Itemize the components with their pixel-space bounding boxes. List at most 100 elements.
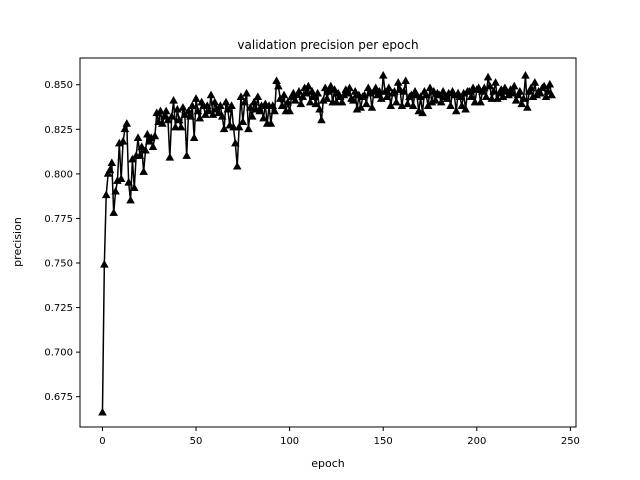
data-point — [521, 71, 530, 79]
y-axis-label: precision — [11, 217, 24, 267]
data-point — [109, 208, 118, 216]
y-tick-label: 0.700 — [44, 348, 73, 359]
data-point — [101, 190, 111, 199]
data-point — [305, 97, 315, 106]
data-point — [543, 87, 553, 95]
data-point — [188, 101, 197, 109]
data-point — [150, 131, 160, 140]
data-point — [545, 79, 555, 88]
data-point — [337, 97, 347, 106]
data-point — [523, 103, 532, 111]
data-point — [189, 133, 199, 142]
data-point — [137, 142, 147, 150]
data-point — [124, 177, 133, 186]
data-point — [425, 83, 435, 92]
data-point — [204, 106, 214, 115]
y-tick-label: 0.825 — [44, 125, 73, 136]
data-point — [526, 83, 536, 92]
x-axis-label: epoch — [311, 457, 345, 470]
data-point — [431, 95, 440, 104]
data-point — [491, 78, 500, 86]
data-point — [536, 88, 545, 97]
plot-frame — [79, 57, 577, 428]
data-point — [111, 186, 120, 195]
data-point — [246, 103, 255, 111]
data-point — [547, 90, 556, 99]
data-point — [118, 136, 128, 145]
data-point — [408, 101, 418, 109]
data-point — [120, 124, 130, 133]
data-point — [133, 133, 143, 142]
data-point — [229, 122, 238, 131]
y-tick-label: 0.750 — [44, 259, 73, 270]
data-point — [367, 103, 377, 111]
data-point — [122, 119, 132, 127]
data-point — [285, 106, 294, 115]
data-point — [171, 122, 180, 131]
data-point — [232, 161, 242, 170]
data-point — [378, 71, 388, 79]
data-point — [266, 119, 276, 127]
data-point — [255, 106, 264, 115]
data-point — [191, 94, 201, 102]
data-point — [165, 153, 175, 161]
x-tick-label: 200 — [467, 436, 486, 447]
x-tick-label: 250 — [561, 436, 580, 447]
data-point — [343, 88, 352, 97]
data-point — [186, 112, 195, 120]
data-point — [227, 101, 236, 109]
data-point — [442, 94, 452, 102]
data-point — [141, 145, 150, 154]
data-point — [317, 115, 326, 124]
data-point — [509, 81, 519, 90]
data-point — [481, 92, 491, 101]
data-point — [399, 87, 409, 95]
data-point — [330, 85, 339, 93]
data-point — [274, 81, 283, 90]
data-point — [238, 117, 248, 125]
data-point — [169, 95, 178, 104]
data-point — [105, 165, 115, 174]
data-point — [126, 195, 135, 204]
data-point — [362, 99, 371, 108]
data-point — [508, 88, 517, 97]
data-point — [240, 97, 250, 106]
y-tick-label: 0.725 — [44, 303, 73, 314]
data-point — [296, 99, 306, 108]
series-layer — [98, 71, 556, 416]
data-point — [371, 83, 381, 92]
data-point — [182, 151, 191, 159]
data-point — [193, 106, 203, 115]
data-point — [135, 151, 145, 159]
data-point — [107, 158, 117, 166]
data-point — [322, 94, 332, 102]
data-point — [403, 99, 412, 108]
y-tick-label: 0.850 — [44, 80, 73, 91]
data-point — [326, 81, 336, 90]
data-point — [270, 106, 279, 115]
data-point — [161, 106, 171, 115]
data-point — [290, 95, 300, 104]
y-axis: 0.675 0.700 0.725 0.750 0.775 0.800 0.825 0.850 — [44, 80, 80, 403]
data-point — [401, 76, 410, 84]
data-point — [466, 92, 476, 101]
data-point — [139, 167, 148, 175]
data-point — [461, 104, 470, 113]
data-point — [451, 106, 461, 115]
data-point — [384, 83, 394, 92]
x-tick-label: 150 — [374, 436, 393, 447]
data-point — [392, 97, 401, 106]
data-point — [249, 97, 259, 106]
data-point — [511, 95, 521, 104]
chart-title: validation precision per epoch — [237, 38, 418, 52]
data-point — [148, 142, 158, 150]
data-point — [470, 97, 480, 106]
data-point — [129, 183, 139, 191]
data-point — [253, 92, 263, 101]
y-tick-label: 0.675 — [44, 392, 73, 403]
data-point — [476, 97, 485, 106]
data-point — [242, 88, 251, 97]
x-tick-label: 0 — [99, 436, 105, 447]
data-point — [517, 99, 527, 108]
